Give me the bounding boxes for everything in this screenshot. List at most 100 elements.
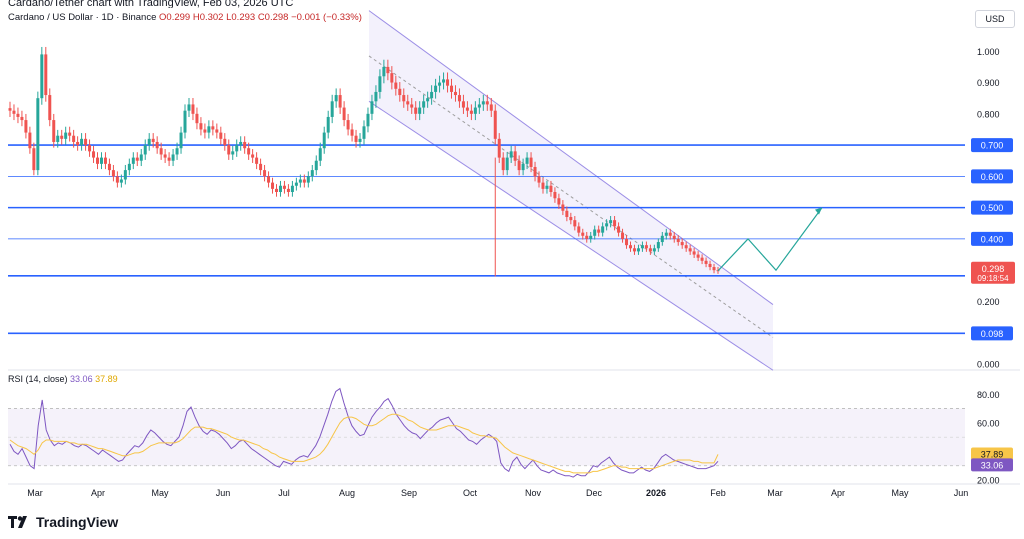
candle-body: [453, 91, 457, 96]
candle-body: [88, 145, 92, 152]
tradingview-logo-icon: [8, 516, 27, 528]
rsi-line: [9, 387, 719, 478]
candle-body: [28, 132, 32, 149]
candle-body: [660, 235, 664, 243]
candle-body: [24, 120, 28, 133]
candle-body: [346, 120, 350, 130]
candle-body: [115, 176, 119, 183]
level-tag-3: [971, 231, 1013, 246]
candle-body: [549, 185, 553, 192]
ohlc-change: −0.001 (−0.33%): [291, 12, 362, 23]
candle-body: [40, 54, 44, 99]
candle-body: [147, 138, 151, 146]
candle-body: [632, 248, 636, 252]
tradingview-logo[interactable]: TradingView: [8, 514, 118, 530]
time-axis-tick: Jun: [216, 488, 231, 498]
candle-body: [712, 267, 716, 271]
level-tag-1: [971, 169, 1013, 184]
candle-body: [430, 91, 434, 99]
candle-body: [601, 226, 605, 233]
candle-body: [191, 104, 195, 114]
ohlc-close: C0.298: [257, 12, 289, 23]
candle-body: [286, 188, 290, 192]
price-axis-tick: 0.900: [977, 78, 1000, 88]
candle-body: [378, 76, 382, 92]
channel-upper-line: [368, 10, 774, 305]
rsi-ma-tag: [971, 447, 1013, 461]
candle-body: [223, 138, 227, 146]
candle-body: [374, 91, 378, 102]
candle-body: [489, 104, 493, 111]
candle-body: [52, 120, 56, 142]
candle-body: [672, 235, 676, 239]
candle-body: [76, 141, 80, 146]
rsi-axis-tick: 20.00: [977, 476, 1000, 486]
candle-body: [326, 116, 330, 133]
candle-body: [135, 157, 139, 161]
candle-body: [354, 135, 358, 142]
candle-body: [72, 135, 76, 142]
candle-body: [438, 82, 442, 86]
candle-body: [107, 163, 111, 171]
time-axis-tick: Aug: [339, 488, 355, 498]
candle-body: [533, 166, 537, 177]
tradingview-logo-text: TradingView: [36, 514, 119, 530]
level-tag-label-0: 0.700: [981, 141, 1004, 151]
candle-body: [227, 145, 231, 155]
candle-body: [84, 138, 88, 146]
rsi-legend: RSI (14, close) 33.06 37.89: [8, 374, 118, 384]
candle-body: [410, 104, 414, 108]
price-axis-tick: 0.800: [977, 109, 1000, 119]
level-tag-5: [971, 326, 1013, 341]
candle-body: [501, 157, 505, 171]
candle-body: [700, 257, 704, 261]
candle-body: [56, 135, 60, 142]
candle-body: [92, 151, 96, 158]
level-tag-2: [971, 200, 1013, 215]
level-tag-label-5: 0.098: [981, 329, 1004, 339]
candle-body: [525, 157, 529, 164]
candle-body: [648, 248, 652, 252]
channel-median-line: [368, 55, 774, 338]
candle-body: [350, 129, 354, 136]
candle-body: [290, 185, 294, 192]
candle-body: [306, 176, 310, 183]
candle-body: [255, 157, 259, 164]
level-tag-0: [971, 138, 1013, 153]
time-axis-tick: Mar: [27, 488, 43, 498]
candle-body: [390, 73, 394, 83]
candle-body: [573, 220, 577, 227]
symbol-title: Cardano / US Dollar · 1D · Binance: [8, 12, 157, 23]
candle-body: [442, 79, 446, 83]
candle-body: [446, 79, 450, 86]
candle-body: [708, 263, 712, 268]
time-axis-tick: Jul: [278, 488, 290, 498]
currency-button[interactable]: USD: [975, 10, 1015, 28]
candle-body: [60, 135, 64, 139]
channel-fill: [369, 10, 773, 371]
candle-body: [692, 251, 696, 255]
price-axis-tick: 1.000: [977, 47, 1000, 57]
rsi-ma-value: 37.89: [95, 374, 118, 384]
candle-body: [469, 110, 473, 114]
candle-body: [231, 151, 235, 155]
candle-body: [310, 170, 314, 177]
candle-body: [628, 245, 632, 249]
candle-body: [613, 220, 617, 227]
price-axis-tick: 0.200: [977, 297, 1000, 307]
candle-body: [625, 238, 629, 246]
candle-body: [664, 232, 668, 236]
candle-body: [167, 157, 171, 161]
candle-body: [640, 245, 644, 249]
price-axis-tick: 0.000: [977, 360, 1000, 370]
candle-body: [370, 101, 374, 114]
candle-body: [282, 185, 286, 189]
candle-body: [529, 157, 533, 167]
candle-body: [64, 132, 68, 139]
candle-body: [644, 245, 648, 249]
candle-body: [334, 95, 338, 102]
candle-body: [183, 110, 187, 133]
time-axis-tick: Sep: [401, 488, 417, 498]
candle-body: [680, 242, 684, 246]
